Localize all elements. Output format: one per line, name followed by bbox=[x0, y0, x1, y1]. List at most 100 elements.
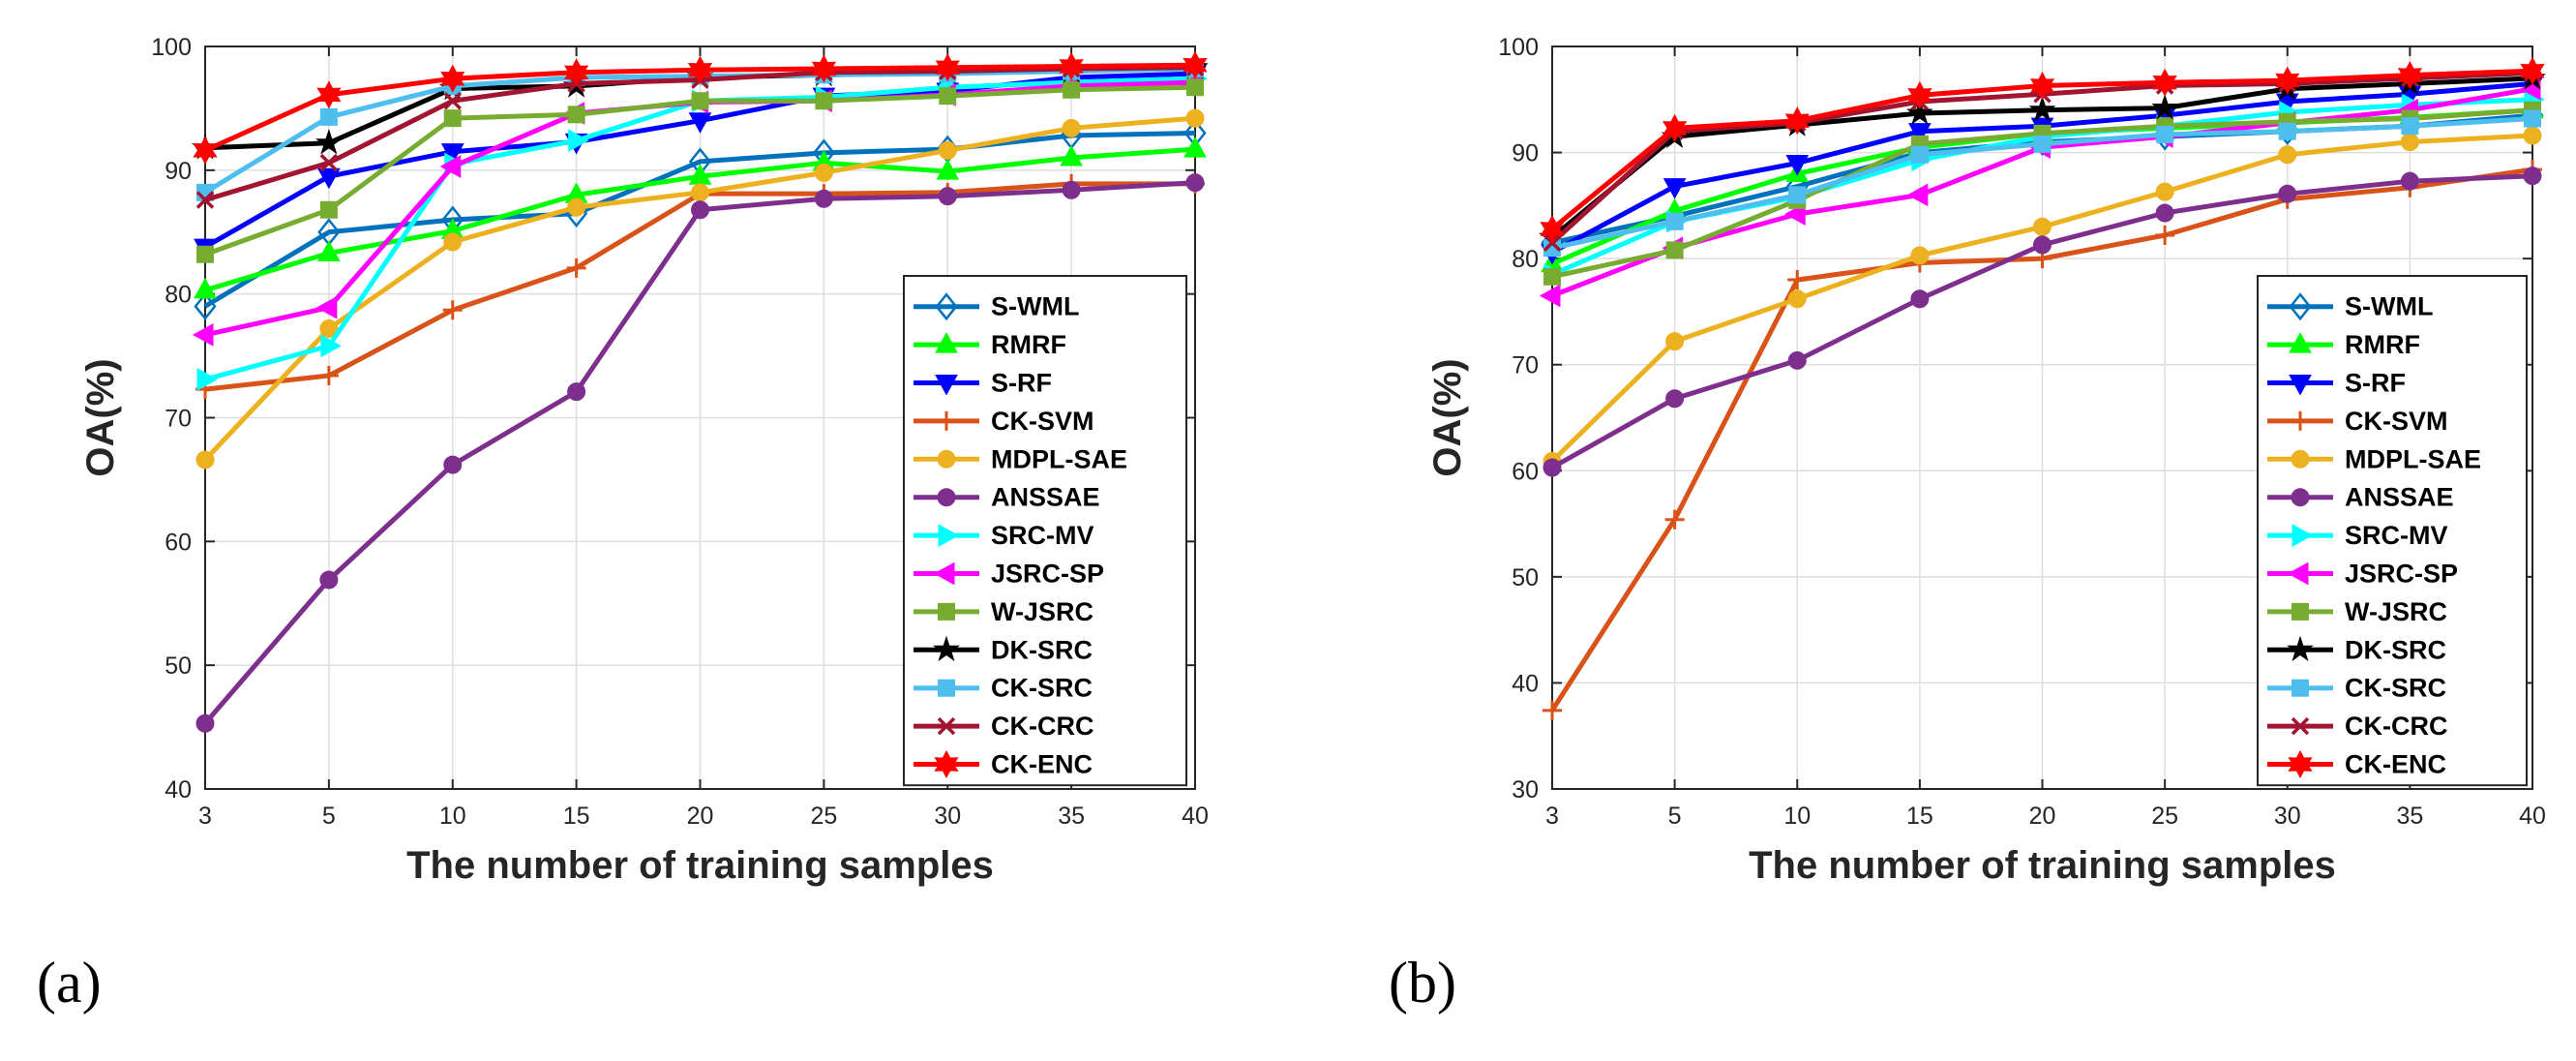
series-ck-enc bbox=[193, 50, 1208, 165]
x-tick-label: 20 bbox=[687, 803, 714, 830]
x-tick-label: 3 bbox=[1545, 803, 1559, 830]
legend-entry-src-mv: SRC-MV bbox=[914, 521, 1094, 550]
legend-marker bbox=[935, 332, 958, 353]
legend-label: S-RF bbox=[991, 369, 1052, 398]
data-point-src-mv bbox=[320, 334, 342, 358]
data-point-rmrf bbox=[317, 240, 341, 261]
data-point-w-jsrc bbox=[1543, 267, 1561, 286]
data-point-ck-src bbox=[2401, 117, 2419, 136]
legend-label: JSRC-SP bbox=[2345, 560, 2458, 589]
data-point-mdpl-sae bbox=[938, 140, 957, 160]
legend-entry-rmrf: RMRF bbox=[2267, 330, 2420, 359]
data-point-w-jsrc bbox=[1063, 80, 1081, 99]
x-tick-label: 30 bbox=[934, 803, 961, 830]
legend-label: MDPL-SAE bbox=[991, 444, 1127, 473]
data-point-ck-enc bbox=[1907, 80, 1932, 109]
legend-entry-ck-src: CK-SRC bbox=[2267, 674, 2446, 703]
legend-entry-ck-enc: CK-ENC bbox=[914, 750, 1093, 779]
x-tick-label: 3 bbox=[198, 803, 212, 830]
data-point-jsrc-sp bbox=[192, 323, 214, 347]
data-point-ck-enc bbox=[2152, 68, 2177, 97]
panel-label: (b) bbox=[1389, 951, 1456, 1015]
data-point-anssae bbox=[567, 382, 586, 402]
data-point-ck-enc bbox=[1540, 214, 1565, 244]
legend-entry-dk-src: DK-SRC bbox=[914, 635, 1093, 664]
series-rmrf bbox=[194, 136, 1207, 299]
data-point-w-jsrc bbox=[691, 92, 709, 110]
legend-label: JSRC-SP bbox=[991, 560, 1104, 589]
legend-marker bbox=[2291, 488, 2310, 507]
y-tick-label: 40 bbox=[1512, 670, 1539, 697]
legend-marker bbox=[2291, 679, 2309, 697]
data-point-ck-enc bbox=[811, 54, 837, 83]
legend-marker bbox=[935, 292, 958, 321]
legend-marker bbox=[2291, 602, 2309, 621]
data-point-ck-src bbox=[1788, 186, 1807, 204]
data-point-anssae bbox=[1185, 173, 1205, 193]
data-point-anssae bbox=[1062, 180, 1081, 199]
legend-marker bbox=[2287, 561, 2309, 586]
data-point-mdpl-sae bbox=[1185, 108, 1205, 128]
data-point-ck-enc bbox=[2275, 66, 2300, 95]
data-point-ck-enc bbox=[687, 55, 713, 84]
x-tick-label: 15 bbox=[563, 803, 590, 830]
data-point-ck-enc bbox=[1662, 113, 1688, 142]
legend-label: RMRF bbox=[2345, 330, 2420, 359]
data-point-anssae bbox=[2033, 235, 2052, 255]
legend-marker bbox=[2289, 332, 2312, 353]
legend-entry-ck-svm: CK-SVM bbox=[914, 407, 1094, 436]
legend-marker bbox=[2291, 449, 2310, 469]
data-point-ck-src bbox=[2156, 125, 2174, 143]
y-tick-label: 40 bbox=[165, 776, 192, 803]
y-tick-label: 30 bbox=[1512, 776, 1539, 803]
legend-marker bbox=[938, 602, 955, 621]
data-point-s-wml bbox=[194, 291, 217, 320]
y-tick-label: 90 bbox=[165, 158, 192, 185]
legend-marker bbox=[2291, 410, 2310, 431]
y-tick-label: 70 bbox=[165, 406, 192, 433]
data-point-w-jsrc bbox=[1665, 241, 1684, 259]
legend-label: S-WML bbox=[991, 292, 1079, 321]
legend-marker bbox=[937, 449, 956, 469]
legend-entry-jsrc-sp: JSRC-SP bbox=[2267, 560, 2458, 589]
legend-entry-ck-svm: CK-SVM bbox=[2267, 407, 2448, 436]
x-tick-label: 40 bbox=[1182, 803, 1209, 830]
legend-entry-mdpl-sae: MDPL-SAE bbox=[2267, 444, 2481, 473]
data-point-mdpl-sae bbox=[567, 197, 586, 217]
legend-box bbox=[903, 275, 1187, 787]
y-tick-label: 100 bbox=[151, 34, 192, 61]
legend-marker bbox=[934, 749, 959, 779]
data-point-ck-enc bbox=[1059, 51, 1084, 81]
y-tick-label: 50 bbox=[165, 652, 192, 680]
y-axis-title: OA(%) bbox=[1426, 358, 1469, 476]
data-point-ck-src bbox=[319, 107, 338, 126]
legend-label: CK-SRC bbox=[2345, 674, 2446, 703]
data-point-mdpl-sae bbox=[814, 163, 833, 182]
data-point-mdpl-sae bbox=[2400, 133, 2419, 152]
series-mdpl-sae bbox=[195, 108, 1205, 470]
data-point-s-rf bbox=[440, 143, 464, 165]
x-tick-label: 40 bbox=[2519, 803, 2546, 830]
legend-label: S-RF bbox=[2345, 369, 2406, 398]
x-tick-label: 30 bbox=[2274, 803, 2301, 830]
data-point-mdpl-sae bbox=[2523, 126, 2542, 145]
data-point-ck-src bbox=[1910, 145, 1929, 164]
legend-marker bbox=[938, 679, 955, 697]
data-point-ck-crc bbox=[319, 153, 339, 172]
legend-marker bbox=[933, 561, 955, 586]
x-tick-label: 5 bbox=[1668, 803, 1682, 830]
legend-entry-src-mv: SRC-MV bbox=[2267, 521, 2448, 550]
data-point-anssae bbox=[1543, 458, 1562, 477]
data-point-anssae bbox=[814, 189, 833, 208]
legend-entry-jsrc-sp: JSRC-SP bbox=[914, 560, 1104, 589]
data-point-mdpl-sae bbox=[2278, 145, 2297, 165]
legend-label: RMRF bbox=[991, 330, 1066, 359]
legend-label: MDPL-SAE bbox=[2345, 444, 2481, 473]
data-point-mdpl-sae bbox=[443, 232, 463, 252]
data-point-s-rf bbox=[688, 112, 712, 134]
data-point-s-rf bbox=[317, 167, 341, 190]
data-point-ck-enc bbox=[440, 64, 465, 93]
data-point-ck-enc bbox=[2029, 71, 2055, 101]
legend: S-WML RMRF S-RF CK-SVM MDPL-SAE ANSSAE SRC-MV J… bbox=[903, 275, 1187, 787]
